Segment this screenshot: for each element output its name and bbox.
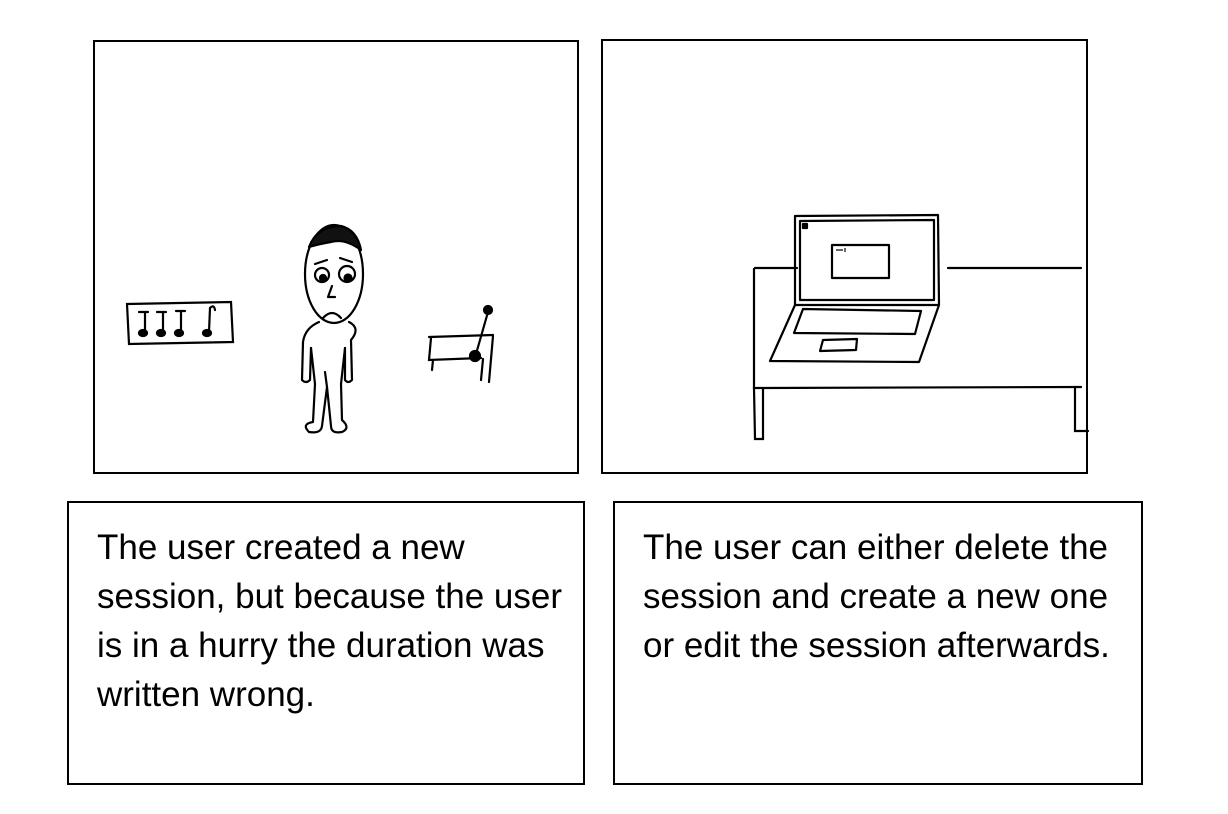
music-notes-sign-icon bbox=[125, 300, 235, 346]
desk-with-microphone-icon bbox=[427, 304, 495, 384]
caption-panel-2: The user can either delete the session a… bbox=[613, 501, 1143, 785]
worried-person-icon bbox=[300, 223, 365, 434]
panel-1-drawing bbox=[125, 223, 495, 434]
caption-panel-1: The user created a new session, but beca… bbox=[67, 501, 585, 785]
storyboard-panel-2 bbox=[601, 39, 1090, 474]
table-icon bbox=[752, 266, 1090, 441]
storyboard-panel-1 bbox=[93, 40, 579, 474]
caption-text-2: The user can either delete the session a… bbox=[643, 528, 1110, 665]
laptop-icon bbox=[768, 213, 941, 364]
caption-text-1: The user created a new session, but beca… bbox=[97, 528, 563, 714]
panel-2-drawing bbox=[752, 213, 1090, 441]
